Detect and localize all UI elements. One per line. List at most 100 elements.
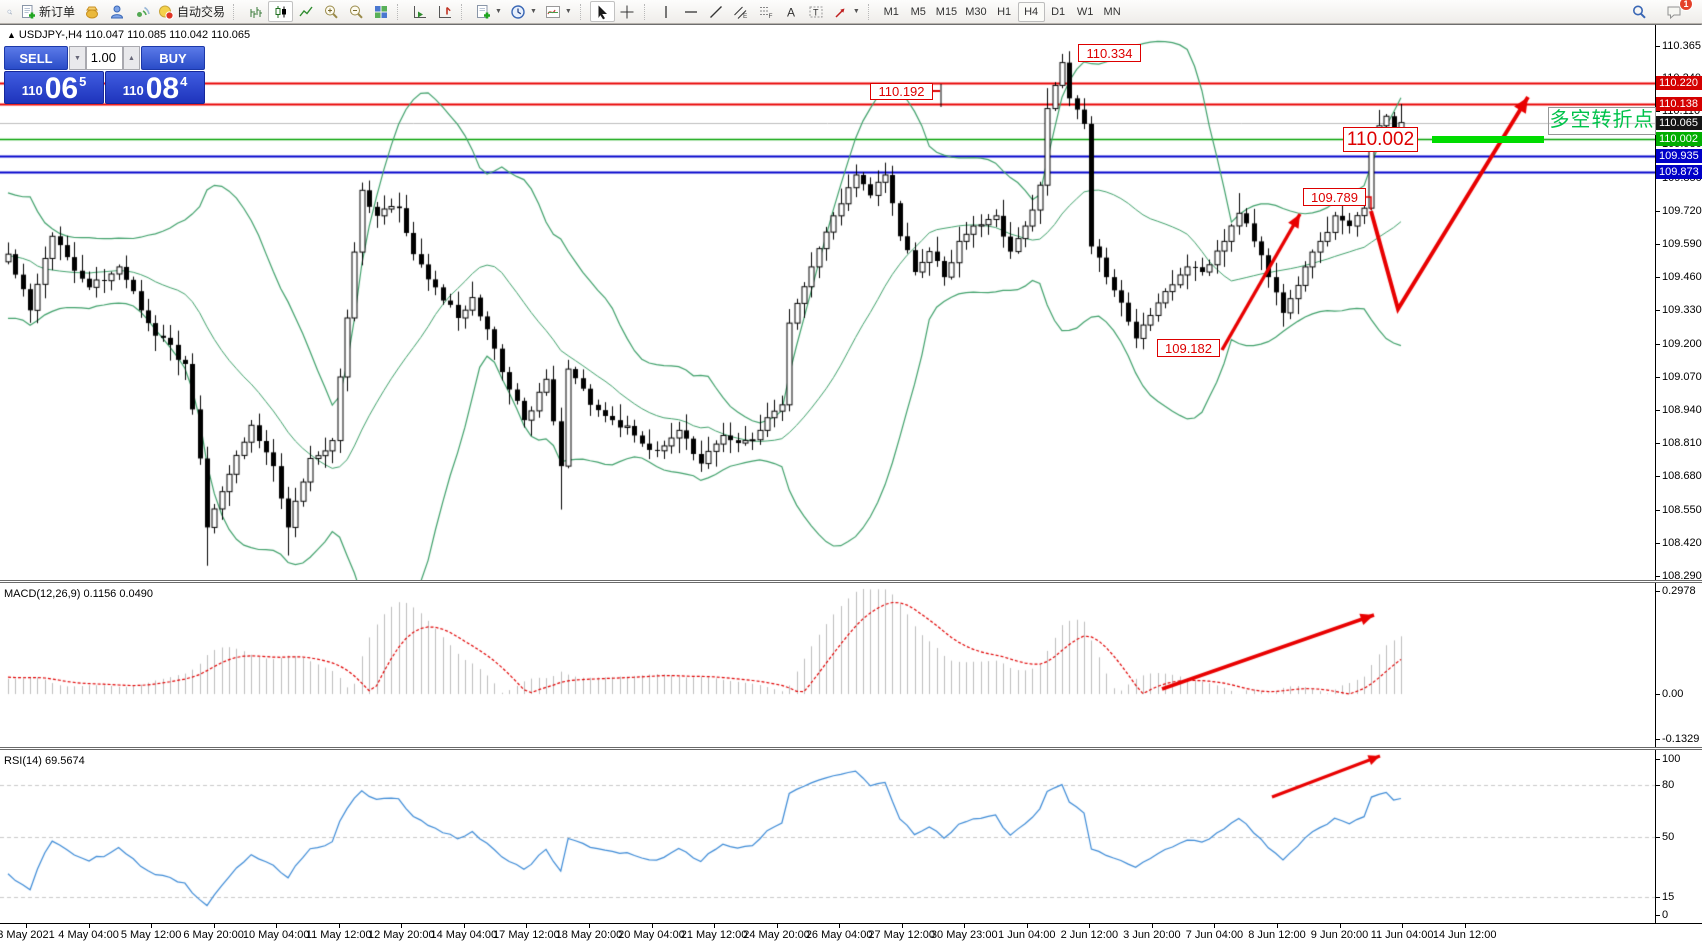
arrows-dropdown-arrow[interactable]: ▼: [853, 8, 860, 15]
indicators-dropdown-arrow[interactable]: ▼: [565, 8, 572, 15]
timeframe-bar: M1M5M15M30H1H4D1W1MN: [878, 2, 1126, 22]
time-label: 12 May 20:00: [368, 929, 435, 941]
time-label: 26 May 04:00: [806, 929, 873, 941]
timeframe-button-d1[interactable]: D1: [1045, 2, 1072, 22]
auto-scroll-button[interactable]: [407, 1, 432, 22]
turning-point-text-label[interactable]: 多空转折点: [1548, 107, 1656, 135]
sell-price-display[interactable]: 110065: [4, 71, 104, 104]
sell-button[interactable]: SELL: [4, 46, 68, 70]
indicators-button[interactable]: ▼: [541, 1, 576, 22]
time-tick: [1465, 924, 1466, 928]
time-axis[interactable]: 3 May 20214 May 04:005 May 12:006 May 20…: [0, 923, 1702, 946]
price-tick-label: 108.550: [1662, 504, 1702, 516]
timeframe-button-m15[interactable]: M15: [932, 2, 961, 22]
chat-button[interactable]: 1: [1661, 1, 1686, 22]
line-chart-icon: [298, 4, 314, 20]
one-click-trading-panel: SELL ▼ 1.00 ▲ BUY 110065 110084: [4, 46, 205, 104]
zoom-out-button[interactable]: [343, 1, 368, 22]
line-chart-button[interactable]: [293, 1, 318, 22]
crosshair-button[interactable]: [615, 1, 640, 22]
volume-input[interactable]: 1.00: [86, 46, 123, 70]
rsi-canvas[interactable]: [0, 750, 1655, 923]
volume-increase-button[interactable]: ▲: [123, 46, 140, 70]
price-annotation-label[interactable]: 110.002: [1343, 127, 1418, 152]
mt4-application: 新订单 自动交易: [0, 0, 1702, 946]
trendline-button[interactable]: [704, 1, 729, 22]
time-label: 17 May 12:00: [493, 929, 560, 941]
vertical-line-button[interactable]: [654, 1, 679, 22]
text-label-button[interactable]: T: [804, 1, 829, 22]
time-label: 20 May 04:00: [618, 929, 685, 941]
market-watch-icon-button[interactable]: [2, 1, 16, 22]
timeframe-button-m5[interactable]: M5: [905, 2, 932, 22]
autotrading-button[interactable]: 自动交易: [154, 1, 229, 22]
timeframe-button-h1[interactable]: H1: [991, 2, 1018, 22]
horizontal-line-button[interactable]: [679, 1, 704, 22]
zoom-in-button[interactable]: [318, 1, 343, 22]
macd-canvas[interactable]: [0, 583, 1655, 747]
bar-chart-button[interactable]: [243, 1, 268, 22]
candlestick-chart-button[interactable]: [268, 1, 293, 22]
chart-shift-button[interactable]: [432, 1, 457, 22]
pane-divider[interactable]: [0, 580, 1702, 583]
time-label: 7 Jun 04:00: [1186, 929, 1244, 941]
price-annotation-label[interactable]: 109.789: [1303, 188, 1366, 206]
time-tick: [526, 924, 527, 928]
buy-button[interactable]: BUY: [141, 46, 205, 70]
notification-badge: 1: [1679, 0, 1693, 11]
mql5-market-button[interactable]: [79, 1, 104, 22]
toolbar-separator: [397, 4, 404, 20]
periods-dropdown-arrow[interactable]: ▼: [530, 8, 537, 15]
arrows-tool-button[interactable]: ▼: [829, 1, 864, 22]
new-order-button[interactable]: 新订单: [16, 1, 79, 22]
signals-button[interactable]: [129, 1, 154, 22]
main-chart-canvas[interactable]: [0, 25, 1655, 580]
fibonacci-button[interactable]: F: [754, 1, 779, 22]
buy-price-prefix: 110: [123, 83, 144, 98]
timeframe-button-m1[interactable]: M1: [878, 2, 905, 22]
equidistant-channel-button[interactable]: E: [729, 1, 754, 22]
price-tick-label: 110.365: [1662, 40, 1701, 52]
time-tick: [1340, 924, 1341, 928]
cursor-button[interactable]: [590, 1, 615, 22]
timeframe-button-m30[interactable]: M30: [961, 2, 990, 22]
pane-divider[interactable]: [0, 747, 1702, 750]
price-annotation-label[interactable]: 110.192: [870, 83, 933, 100]
crosshair-icon: [619, 4, 635, 20]
periods-button[interactable]: ▼: [506, 1, 541, 22]
svg-text:E: E: [743, 13, 748, 20]
price-tick-label: 109.590: [1662, 238, 1702, 250]
toolbar-separator: [461, 4, 468, 20]
price-annotation-label[interactable]: 110.334: [1078, 44, 1141, 62]
community-button[interactable]: [104, 1, 129, 22]
time-label: 27 May 12:00: [868, 929, 935, 941]
toolbar-separator: [868, 4, 875, 20]
collapse-arrow-icon[interactable]: ▲: [7, 30, 16, 40]
toolbar-separator: [644, 4, 651, 20]
price-axis[interactable]: 110.365110.240110.110109.980109.850109.7…: [1655, 25, 1702, 923]
timeframe-button-w1[interactable]: W1: [1072, 2, 1099, 22]
templates-dropdown-arrow[interactable]: ▼: [495, 8, 502, 15]
timeframe-button-mn[interactable]: MN: [1099, 2, 1126, 22]
time-tick: [1402, 924, 1403, 928]
price-tick-label: 109.330: [1662, 304, 1702, 316]
time-label: 18 May 20:00: [556, 929, 623, 941]
timeframe-button-h4[interactable]: H4: [1018, 2, 1045, 22]
price-axis-badge: 110.138: [1656, 97, 1702, 111]
support-highlight-bar[interactable]: [1432, 136, 1544, 143]
time-tick: [276, 924, 277, 928]
price-tick-label: 108.810: [1662, 437, 1702, 449]
autotrading-label: 自动交易: [177, 3, 225, 20]
time-label: 2 Jun 12:00: [1061, 929, 1119, 941]
zoom-in-icon: [323, 4, 339, 20]
price-annotation-label[interactable]: 109.182: [1157, 339, 1220, 357]
buy-price-display[interactable]: 110084: [105, 71, 205, 104]
volume-decrease-button[interactable]: ▼: [69, 46, 86, 70]
tile-windows-button[interactable]: [368, 1, 393, 22]
templates-button[interactable]: ▼: [471, 1, 506, 22]
search-button[interactable]: [1626, 1, 1651, 22]
time-tick: [1152, 924, 1153, 928]
rsi-scale-label: 80: [1662, 779, 1674, 791]
time-label: 30 May 23:00: [931, 929, 998, 941]
text-button[interactable]: A: [779, 1, 804, 22]
